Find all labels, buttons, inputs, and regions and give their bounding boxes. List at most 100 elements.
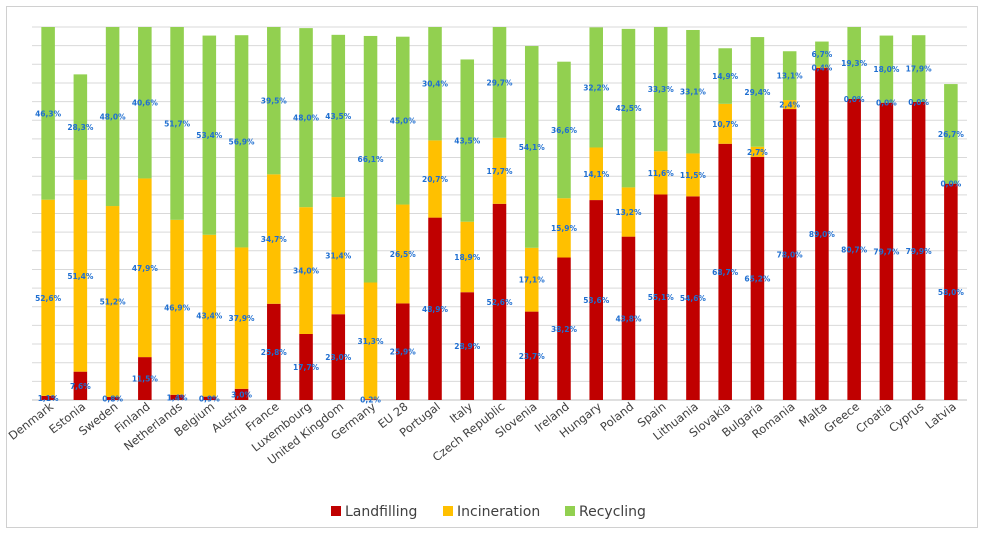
data-labels: 1,1% 52,6% 46,3% 7,6% 51,4% 28,3% 0,8% 51,2% 48,… [35,50,964,405]
bar-landfilling [944,183,958,400]
data-label-recycling: 33,1% [680,88,707,97]
x-tick-label: Greece [821,399,862,435]
bar-landfilling [170,394,184,400]
bar-recycling [815,41,829,67]
data-label-incineration: 31,4% [325,252,352,261]
bar-recycling [202,35,217,235]
bar-recycling [686,29,700,154]
bar-incineration [396,204,410,304]
bar-recycling [944,84,958,184]
bar-landfilling [621,236,636,400]
data-label-landfilling: 23,7% [519,352,546,361]
data-label-recycling: 66,1% [358,155,385,164]
data-label-recycling: 45,0% [390,117,417,126]
data-label-recycling: 14,9% [712,72,739,81]
data-label-incineration: 11,6% [648,169,675,178]
data-label-recycling: 33,3% [648,85,675,94]
data-label-recycling: 30,4% [422,80,449,89]
data-label-landfilling: 0,2% [360,396,381,405]
bar-landfilling [299,333,313,400]
data-label-landfilling: 68,7% [712,268,739,277]
bar-recycling [41,27,55,200]
bar-landfilling [879,102,894,401]
data-label-incineration: 0,4% [812,63,833,72]
bar-recycling [879,35,894,103]
data-label-recycling: 51,7% [164,119,191,128]
data-label-landfilling: 28,9% [454,342,481,351]
bar-incineration [460,221,475,293]
bar-incineration [750,146,765,157]
bar-recycling [653,27,668,152]
x-tick-label: Latvia [923,399,959,432]
data-label-incineration: 0,0% [844,95,865,104]
data-label-incineration: 46,9% [164,303,191,312]
data-label-landfilling: 80,7% [841,245,868,254]
bar-recycling [750,37,765,147]
bar-incineration [557,198,571,258]
data-label-incineration: 31,3% [358,337,385,346]
data-label-recycling: 42,5% [615,104,642,113]
bar-recycling [299,28,313,208]
bar-recycling [138,27,152,179]
bar-landfilling [782,109,797,400]
data-label-landfilling: 43,8% [615,314,642,323]
bar-recycling [524,46,539,248]
bar-landfilling [460,292,475,400]
data-label-incineration: 34,7% [261,235,288,244]
data-label-landfilling: 38,2% [551,325,578,334]
data-label-landfilling: 54,6% [680,294,707,303]
data-label-recycling: 54,1% [519,143,546,152]
bar-landfilling [267,303,281,400]
bar-incineration [363,282,378,400]
data-label-landfilling: 11,5% [132,375,159,384]
data-label-incineration: 17,7% [486,167,513,176]
bar-landfilling [589,200,603,400]
data-label-recycling: 13,1% [777,72,804,81]
legend-swatch-landfilling [331,506,341,516]
bar-incineration [492,137,507,204]
data-label-landfilling: 0,8% [102,395,123,404]
data-label-landfilling: 25,9% [390,348,417,357]
x-tick-label: Croatia [853,399,894,435]
bar-recycling [428,27,442,141]
bar-incineration [41,199,55,396]
bar-landfilling [234,388,249,400]
bar-landfilling [653,194,668,400]
data-label-landfilling: 17,7% [293,363,320,372]
data-label-landfilling: 52,6% [486,298,513,307]
bar-incineration [718,103,732,144]
data-label-landfilling: 25,8% [261,348,288,357]
bar-recycling [911,35,926,102]
bar-incineration [73,179,88,372]
data-label-incineration: 17,1% [519,276,546,285]
data-label-incineration: 2,7% [747,148,768,157]
data-label-landfilling: 3,0% [231,390,252,399]
data-label-landfilling: 1,1% [38,394,59,403]
data-label-landfilling: 1,4% [167,393,188,402]
bar-recycling [170,27,184,220]
bar-incineration [138,178,152,358]
data-label-landfilling: 23,0% [325,353,352,362]
data-label-recycling: 48,0% [293,114,320,123]
bar-recycling [621,28,636,188]
bar-incineration [653,151,668,195]
x-tick-label: Poland [597,399,636,434]
bar-incineration [299,207,313,334]
data-label-incineration: 18,9% [454,253,481,262]
legend-label-incineration: Incineration [457,504,540,520]
data-label-landfilling: 79,9% [906,247,933,256]
data-label-recycling: 6,7% [812,50,833,59]
data-label-landfilling: 79,7% [873,247,900,256]
legend-swatch-recycling [565,506,575,516]
bar-recycling [267,27,281,175]
bar-recycling [492,27,507,138]
data-label-landfilling: 89,0% [809,230,836,239]
data-label-recycling: 36,6% [551,126,578,135]
data-label-incineration: 14,1% [583,170,610,179]
data-label-recycling: 17,9% [906,65,933,74]
data-label-recycling: 56,9% [229,137,256,146]
bar-incineration [331,197,346,315]
chart-frame: 1,1% 52,6% 46,3% 7,6% 51,4% 28,3% 0,8% 51,2% 48,… [6,6,978,528]
data-label-recycling: 40,6% [132,99,159,108]
bar-recycling [105,27,120,207]
